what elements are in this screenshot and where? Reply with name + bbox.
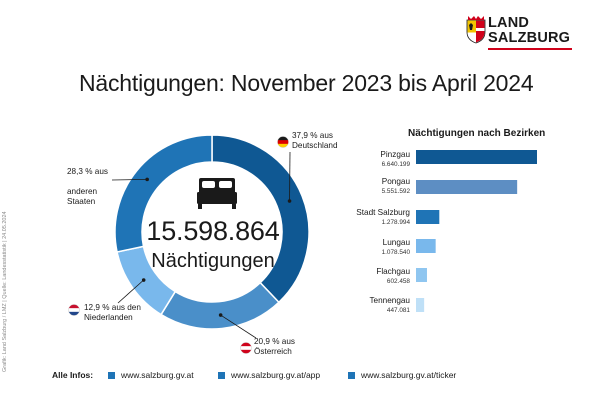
slice-pct-niederlanden: 12,9 % aus den <box>84 303 141 312</box>
slice-pct-andere-staaten: 28,3 % aus <box>67 167 108 176</box>
bar-1 <box>416 180 518 194</box>
bar-category: Pinzgau <box>380 150 410 159</box>
total-label: Nächtigungen <box>151 250 275 272</box>
bar-chart <box>416 150 537 312</box>
bar-value-label: 1.278.994 <box>381 219 410 226</box>
flag-de-icon <box>277 136 289 148</box>
brand-line1: LAND <box>488 15 530 31</box>
brand-line2: SALZBURG <box>488 30 571 46</box>
slice-name-niederlanden: Niederlanden <box>84 313 133 322</box>
coat-of-arms-icon <box>466 16 486 44</box>
link-square-icon <box>108 371 115 379</box>
bar-2 <box>416 210 440 224</box>
footer-link-text[interactable]: www.salzburg.gv.at <box>121 370 194 380</box>
footer-link-main[interactable]: www.salzburg.gv.at <box>108 370 194 380</box>
bed-icon <box>197 178 237 209</box>
donut-slice-1 <box>160 281 280 330</box>
slice-pct-oesterreich: 20,9 % aus <box>254 337 295 346</box>
bar-3 <box>416 239 436 253</box>
footer-link-text[interactable]: www.salzburg.gv.at/ticker <box>361 370 457 380</box>
bar-value-label: 5.551.592 <box>381 188 410 195</box>
leader-dot-1 <box>218 313 223 317</box>
slice-pct-deutschland: 37,9 % aus <box>292 131 333 140</box>
country-flags <box>68 136 289 354</box>
bar-category: Flachgau <box>376 267 410 276</box>
slice-label-oesterreich: 20,9 % aus Österreich <box>254 337 295 357</box>
bar-category: Tennengau <box>369 296 410 305</box>
bar-value-label: 6.640.199 <box>381 161 410 168</box>
page-title: Nächtigungen: November 2023 bis April 20… <box>79 70 534 96</box>
slice-label-niederlanden: 12,9 % aus den Niederlanden <box>84 303 141 323</box>
total-value: 15.598.864 <box>146 216 280 246</box>
slice-name-oesterreich: Österreich <box>254 347 292 356</box>
bar-value-label: 602.458 <box>386 278 410 285</box>
brand-name: LAND SALZBURG <box>488 16 570 46</box>
slice-name-deutschland: Deutschland <box>292 141 338 150</box>
leader-dot-3 <box>145 177 149 182</box>
donut-chart <box>114 134 310 330</box>
bar-5 <box>416 298 425 312</box>
slice-label-deutschland: 37,9 % aus Deutschland <box>292 131 338 151</box>
bar-value-label: 1.078.540 <box>381 249 410 256</box>
leader-dot-0 <box>287 199 292 203</box>
link-square-icon <box>218 371 225 379</box>
donut-slice-3 <box>114 134 213 253</box>
footer-link-app[interactable]: www.salzburg.gv.at/app <box>218 370 320 380</box>
flag-at-icon <box>240 342 252 354</box>
bar-value-label: 447.081 <box>386 307 410 314</box>
donut-leaders <box>111 151 292 339</box>
slice-name-andere-staaten: anderen Staaten <box>67 187 98 206</box>
footer-link-ticker[interactable]: www.salzburg.gv.at/ticker <box>348 370 456 380</box>
footer-link-text[interactable]: www.salzburg.gv.at/app <box>231 370 321 380</box>
brand-underline <box>488 48 572 50</box>
leader-line-2 <box>117 279 144 304</box>
leader-dot-2 <box>141 278 146 282</box>
bars-title: Nächtigungen nach Bezirken <box>408 128 546 139</box>
leader-line-3 <box>111 178 148 181</box>
leader-line-1 <box>220 314 257 339</box>
bar-category: Pongau <box>381 177 410 186</box>
bar-category: Stadt Salzburg <box>356 208 410 217</box>
flag-nl-icon <box>68 304 80 316</box>
footer-label: Alle Infos: <box>52 370 94 380</box>
brand-logo: LAND SALZBURG <box>466 14 576 50</box>
bar-category: Lungau <box>382 238 410 247</box>
bar-0 <box>416 150 537 164</box>
bar-4 <box>416 268 427 282</box>
slice-label-andere-staaten: 28,3 % aus anderen Staaten <box>67 157 108 217</box>
donut-slice-0 <box>211 134 310 304</box>
link-square-icon <box>348 371 355 379</box>
